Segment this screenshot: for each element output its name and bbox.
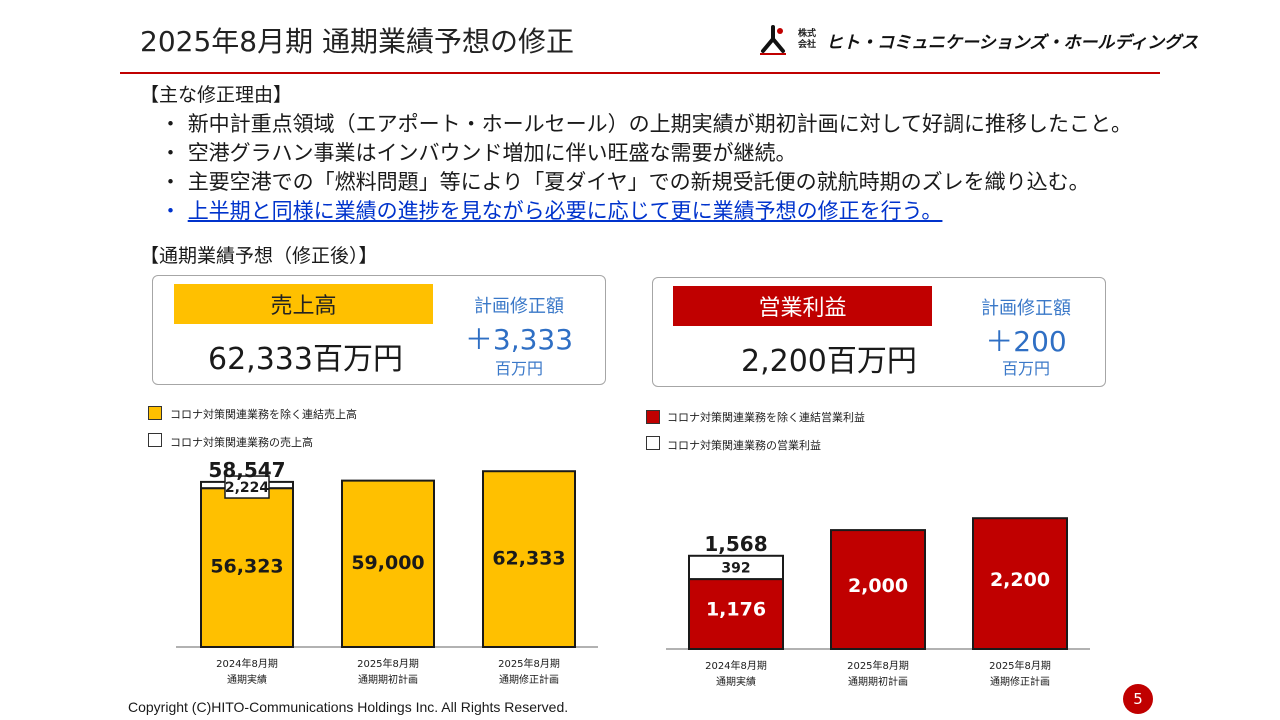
profit-value: 2,200百万円 xyxy=(741,344,917,379)
legend-label-sales-excl-covid: コロナ対策関連業務を除く連結売上高 xyxy=(170,408,357,421)
reasons-heading: 【主な修正理由】 xyxy=(140,84,293,106)
bar-segment xyxy=(341,479,435,649)
data-label: 2,200 xyxy=(990,569,1050,591)
x-tick-label: 2025年8月期 xyxy=(498,657,560,670)
reason-item: ・ 新中計重点領域（エアポート・ホールセール）の上期実績が期初計画に対して好調に… xyxy=(160,108,1132,138)
legend-swatch-profit-excl-covid xyxy=(646,410,660,424)
data-label-box xyxy=(224,475,270,499)
bar-segment xyxy=(688,554,784,581)
x-tick-label: 通期実績 xyxy=(716,675,756,688)
bar-segment xyxy=(482,470,576,648)
data-label: 59,000 xyxy=(351,552,424,574)
x-tick-label: 通期修正計画 xyxy=(990,675,1050,688)
page-number: 5 xyxy=(1123,684,1153,714)
x-tick-label: 通期期初計画 xyxy=(358,673,418,686)
profit-revision-label: 計画修正額 xyxy=(981,298,1071,319)
sales-label: 売上高 xyxy=(174,284,433,324)
profit-kpi-box: 営業利益 2,200百万円 計画修正額 ＋200 百万円 xyxy=(652,277,1106,387)
bullet-mark: ・ xyxy=(160,170,181,194)
sales-value: 62,333百万円 xyxy=(208,342,403,377)
page-title: 2025年8月期 通期業績予想の修正 xyxy=(140,25,574,58)
profit-revision-amount: ＋200 xyxy=(985,325,1067,358)
header-divider xyxy=(120,72,1160,74)
legend-label-profit-covid: コロナ対策関連業務の営業利益 xyxy=(667,439,821,452)
data-label: 62,333 xyxy=(492,547,565,569)
total-label: 1,568 xyxy=(704,532,767,556)
x-tick-label: 通期期初計画 xyxy=(848,675,908,688)
company-logo: 株式会社 ヒト・コミュニケーションズ・ホールディングス xyxy=(756,22,1198,58)
x-tick-label: 通期修正計画 xyxy=(499,673,559,686)
data-label: 392 xyxy=(721,560,750,576)
bullet-mark: ・ xyxy=(160,141,181,165)
profit-bar-chart: 1,1763921,5682024年8月期通期実績2,0002025年8月期通期… xyxy=(666,517,1090,688)
data-label: 2,000 xyxy=(848,575,908,597)
reason-link-text[interactable]: 上半期と同様に業績の進捗を見ながら必要に応じて更に業績予想の修正を行う。 xyxy=(187,199,943,223)
bar-segment xyxy=(200,487,294,648)
sales-revision-unit: 百万円 xyxy=(494,359,543,378)
legend-swatch-sales-covid xyxy=(148,433,162,447)
sales-kpi-box: 売上高 62,333百万円 計画修正額 ＋3,333 百万円 xyxy=(152,275,606,385)
reason-text: 空港グラハン事業はインバウンド増加に伴い旺盛な需要が継続。 xyxy=(187,141,797,165)
logo-company-type: 株式会社 xyxy=(798,29,817,50)
reason-text: 主要空港での「燃料問題」等により「夏ダイヤ」での新規受託便の就航時期のズレを織り… xyxy=(187,170,1090,194)
reason-item-link[interactable]: ・ 上半期と同様に業績の進捗を見ながら必要に応じて更に業績予想の修正を行う。 xyxy=(160,195,942,225)
bar-segment xyxy=(830,529,926,650)
bullet-mark: ・ xyxy=(160,112,181,136)
data-label: 1,176 xyxy=(706,598,766,620)
forecast-heading: 【通期業績予想（修正後）】 xyxy=(140,245,378,267)
profit-label: 営業利益 xyxy=(673,286,932,326)
data-label: 56,323 xyxy=(210,555,283,577)
sales-revision-amount: ＋3,333 xyxy=(464,323,574,356)
hito-logo-icon xyxy=(756,23,790,57)
bullet-mark: ・ xyxy=(160,199,181,223)
reason-item: ・ 主要空港での「燃料問題」等により「夏ダイヤ」での新規受託便の就航時期のズレを… xyxy=(160,166,1090,196)
x-tick-label: 2024年8月期 xyxy=(705,659,767,672)
x-tick-label: 2025年8月期 xyxy=(989,659,1051,672)
x-tick-label: 2025年8月期 xyxy=(847,659,909,672)
x-tick-label: 2025年8月期 xyxy=(357,657,419,670)
x-tick-label: 2024年8月期 xyxy=(216,657,278,670)
bar-segment xyxy=(688,578,784,650)
legend-label-sales-covid: コロナ対策関連業務の売上高 xyxy=(170,436,313,449)
bar-segment xyxy=(972,517,1068,651)
x-tick-label: 通期実績 xyxy=(227,673,267,686)
logo-company-name: ヒト・コミュニケーションズ・ホールディングス xyxy=(826,32,1199,53)
legend-label-profit-excl-covid: コロナ対策関連業務を除く連結営業利益 xyxy=(667,411,865,424)
data-label: 2,224 xyxy=(225,480,270,496)
reason-item: ・ 空港グラハン事業はインバウンド増加に伴い旺盛な需要が継続。 xyxy=(160,137,796,167)
sales-revision-label: 計画修正額 xyxy=(474,296,564,317)
total-label: 58,547 xyxy=(208,458,285,482)
reason-text: 新中計重点領域（エアポート・ホールセール）の上期実績が期初計画に対して好調に推移… xyxy=(187,112,1133,136)
profit-revision-unit: 百万円 xyxy=(1001,359,1050,378)
legend-swatch-sales-excl-covid xyxy=(148,406,162,420)
legend-swatch-profit-covid xyxy=(646,436,660,450)
copyright-text: Copyright (C)HITO-Communications Holding… xyxy=(128,699,569,715)
